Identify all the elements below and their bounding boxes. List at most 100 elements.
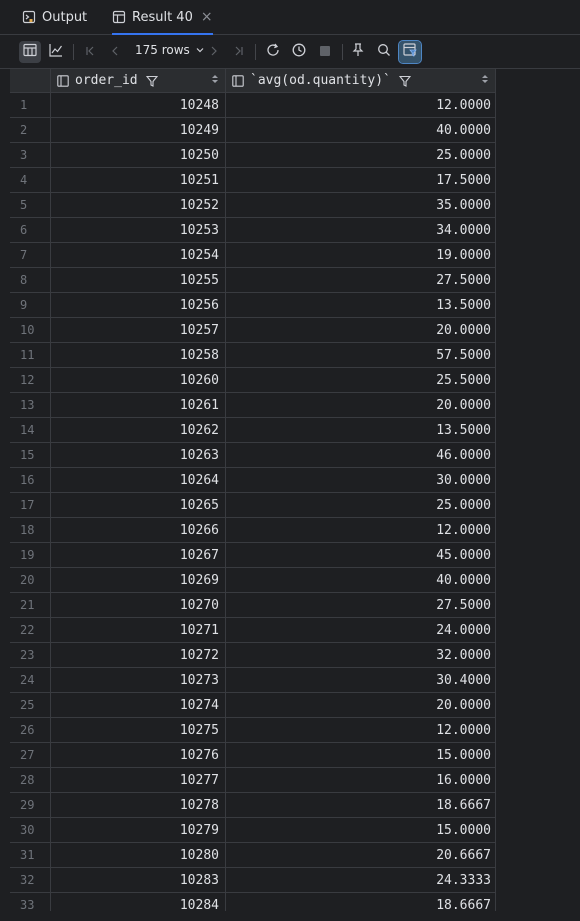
cell-order-id[interactable]: 10280 bbox=[51, 843, 226, 867]
cell-avg-quantity[interactable]: 40.0000 bbox=[226, 118, 496, 142]
cell-avg-quantity[interactable]: 13.5000 bbox=[226, 293, 496, 317]
table-row[interactable]: 11 10258 57.5000 bbox=[10, 343, 496, 368]
last-page-button[interactable] bbox=[228, 41, 250, 63]
cell-avg-quantity[interactable]: 25.5000 bbox=[226, 368, 496, 392]
first-page-button[interactable] bbox=[79, 41, 101, 63]
history-button[interactable] bbox=[288, 41, 310, 63]
table-row[interactable]: 5 10252 35.0000 bbox=[10, 193, 496, 218]
tab-output[interactable]: Output bbox=[22, 0, 87, 34]
cell-avg-quantity[interactable]: 19.0000 bbox=[226, 243, 496, 267]
table-row[interactable]: 10 10257 20.0000 bbox=[10, 318, 496, 343]
table-row[interactable]: 29 10278 18.6667 bbox=[10, 793, 496, 818]
cell-avg-quantity[interactable]: 30.0000 bbox=[226, 468, 496, 492]
cell-avg-quantity[interactable]: 35.0000 bbox=[226, 193, 496, 217]
table-row[interactable]: 1 10248 12.0000 bbox=[10, 93, 496, 118]
cell-order-id[interactable]: 10251 bbox=[51, 168, 226, 192]
cell-order-id[interactable]: 10283 bbox=[51, 868, 226, 892]
search-button[interactable] bbox=[373, 41, 395, 63]
cell-order-id[interactable]: 10267 bbox=[51, 543, 226, 567]
cell-order-id[interactable]: 10274 bbox=[51, 693, 226, 717]
cell-order-id[interactable]: 10250 bbox=[51, 143, 226, 167]
table-row[interactable]: 31 10280 20.6667 bbox=[10, 843, 496, 868]
cell-order-id[interactable]: 10260 bbox=[51, 368, 226, 392]
cell-avg-quantity[interactable]: 20.0000 bbox=[226, 318, 496, 342]
cell-avg-quantity[interactable]: 12.0000 bbox=[226, 718, 496, 742]
sort-icon[interactable] bbox=[481, 73, 489, 88]
cell-avg-quantity[interactable]: 18.6667 bbox=[226, 893, 496, 917]
table-row[interactable]: 18 10266 12.0000 bbox=[10, 518, 496, 543]
cell-avg-quantity[interactable]: 18.6667 bbox=[226, 793, 496, 817]
table-row[interactable]: 30 10279 15.0000 bbox=[10, 818, 496, 843]
tab-result-40[interactable]: Result 40 × bbox=[112, 0, 213, 35]
table-row[interactable]: 24 10273 30.4000 bbox=[10, 668, 496, 693]
cell-avg-quantity[interactable]: 17.5000 bbox=[226, 168, 496, 192]
cell-avg-quantity[interactable]: 45.0000 bbox=[226, 543, 496, 567]
cell-order-id[interactable]: 10277 bbox=[51, 768, 226, 792]
cell-avg-quantity[interactable]: 20.0000 bbox=[226, 693, 496, 717]
cell-order-id[interactable]: 10273 bbox=[51, 668, 226, 692]
cell-order-id[interactable]: 10255 bbox=[51, 268, 226, 292]
table-row[interactable]: 17 10265 25.0000 bbox=[10, 493, 496, 518]
cell-order-id[interactable]: 10265 bbox=[51, 493, 226, 517]
cell-order-id[interactable]: 10261 bbox=[51, 393, 226, 417]
cell-avg-quantity[interactable]: 46.0000 bbox=[226, 443, 496, 467]
cell-avg-quantity[interactable]: 34.0000 bbox=[226, 218, 496, 242]
table-row[interactable]: 8 10255 27.5000 bbox=[10, 268, 496, 293]
page-size-dropdown[interactable]: 175 rows bbox=[135, 43, 205, 57]
table-row[interactable]: 15 10263 46.0000 bbox=[10, 443, 496, 468]
cell-avg-quantity[interactable]: 20.6667 bbox=[226, 843, 496, 867]
cell-avg-quantity[interactable]: 24.3333 bbox=[226, 868, 496, 892]
table-row[interactable]: 19 10267 45.0000 bbox=[10, 543, 496, 568]
cell-avg-quantity[interactable]: 12.0000 bbox=[226, 93, 496, 117]
table-row[interactable]: 13 10261 20.0000 bbox=[10, 393, 496, 418]
cell-order-id[interactable]: 10254 bbox=[51, 243, 226, 267]
cell-avg-quantity[interactable]: 30.4000 bbox=[226, 668, 496, 692]
cell-order-id[interactable]: 10258 bbox=[51, 343, 226, 367]
previous-page-button[interactable] bbox=[104, 41, 126, 63]
cell-avg-quantity[interactable]: 27.5000 bbox=[226, 268, 496, 292]
cell-avg-quantity[interactable]: 15.0000 bbox=[226, 743, 496, 767]
cell-avg-quantity[interactable]: 25.0000 bbox=[226, 493, 496, 517]
cell-order-id[interactable]: 10275 bbox=[51, 718, 226, 742]
cell-avg-quantity[interactable]: 25.0000 bbox=[226, 143, 496, 167]
table-row[interactable]: 27 10276 15.0000 bbox=[10, 743, 496, 768]
cell-order-id[interactable]: 10253 bbox=[51, 218, 226, 242]
table-row[interactable]: 14 10262 13.5000 bbox=[10, 418, 496, 443]
cell-avg-quantity[interactable]: 12.0000 bbox=[226, 518, 496, 542]
chart-view-button[interactable] bbox=[45, 41, 67, 63]
table-row[interactable]: 32 10283 24.3333 bbox=[10, 868, 496, 893]
cell-avg-quantity[interactable]: 32.0000 bbox=[226, 643, 496, 667]
cell-order-id[interactable]: 10257 bbox=[51, 318, 226, 342]
cell-order-id[interactable]: 10269 bbox=[51, 568, 226, 592]
table-row[interactable]: 28 10277 16.0000 bbox=[10, 768, 496, 793]
next-page-button[interactable] bbox=[203, 41, 225, 63]
cell-avg-quantity[interactable]: 13.5000 bbox=[226, 418, 496, 442]
cell-avg-quantity[interactable]: 20.0000 bbox=[226, 393, 496, 417]
column-header-order-id[interactable]: order_id bbox=[51, 69, 226, 92]
cell-order-id[interactable]: 10262 bbox=[51, 418, 226, 442]
table-row[interactable]: 16 10264 30.0000 bbox=[10, 468, 496, 493]
filter-icon[interactable] bbox=[145, 75, 158, 87]
cell-order-id[interactable]: 10264 bbox=[51, 468, 226, 492]
cell-order-id[interactable]: 10248 bbox=[51, 93, 226, 117]
cell-order-id[interactable]: 10266 bbox=[51, 518, 226, 542]
cell-avg-quantity[interactable]: 57.5000 bbox=[226, 343, 496, 367]
cell-avg-quantity[interactable]: 15.0000 bbox=[226, 818, 496, 842]
table-row[interactable]: 9 10256 13.5000 bbox=[10, 293, 496, 318]
cell-order-id[interactable]: 10276 bbox=[51, 743, 226, 767]
table-row[interactable]: 6 10253 34.0000 bbox=[10, 218, 496, 243]
stop-button[interactable] bbox=[314, 41, 336, 63]
cell-order-id[interactable]: 10279 bbox=[51, 818, 226, 842]
table-view-button[interactable] bbox=[19, 41, 41, 63]
cell-order-id[interactable]: 10271 bbox=[51, 618, 226, 642]
sort-icon[interactable] bbox=[211, 73, 219, 88]
cell-order-id[interactable]: 10263 bbox=[51, 443, 226, 467]
cell-order-id[interactable]: 10284 bbox=[51, 893, 226, 917]
close-icon[interactable]: × bbox=[200, 9, 213, 25]
table-row[interactable]: 21 10270 27.5000 bbox=[10, 593, 496, 618]
reload-button[interactable] bbox=[262, 41, 284, 63]
cell-order-id[interactable]: 10249 bbox=[51, 118, 226, 142]
table-row[interactable]: 7 10254 19.0000 bbox=[10, 243, 496, 268]
table-row[interactable]: 3 10250 25.0000 bbox=[10, 143, 496, 168]
table-row[interactable]: 20 10269 40.0000 bbox=[10, 568, 496, 593]
